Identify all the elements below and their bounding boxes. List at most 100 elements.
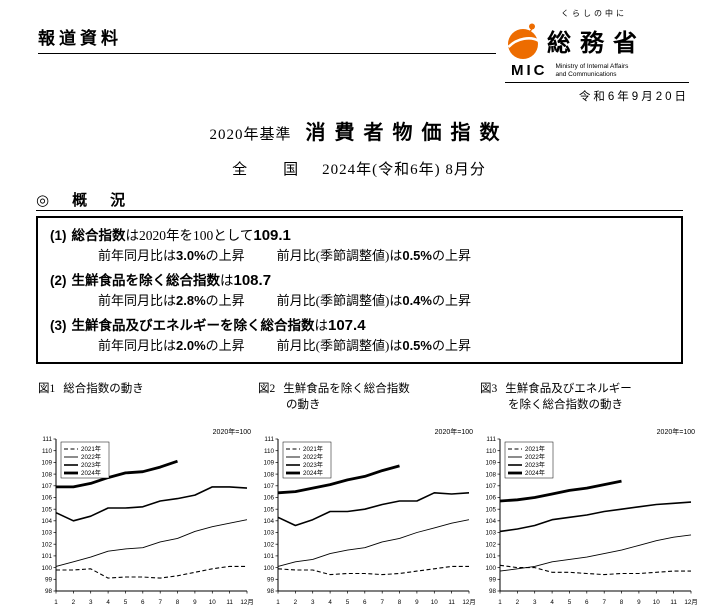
svg-text:107: 107 [263,483,274,490]
svg-text:3: 3 [533,599,537,606]
svg-text:9: 9 [193,599,197,606]
svg-text:100: 100 [41,565,52,572]
svg-text:2020年=100: 2020年=100 [213,427,251,436]
figure2-caption: 図2 生鮮食品を除く総合指数 の動き [258,382,473,413]
svg-text:105: 105 [263,506,274,513]
svg-text:5: 5 [346,599,350,606]
svg-text:5: 5 [568,599,572,606]
index-value: 109.1 [253,227,291,244]
ministry-name: 総務省 [547,29,646,57]
title-main: 消費者物価指数 [305,122,509,144]
svg-text:3: 3 [89,599,93,606]
svg-text:99: 99 [489,577,497,584]
svg-text:8: 8 [176,599,180,606]
svg-text:111: 111 [264,436,274,443]
figure1-chart: 2020年=100 98 99 100 101 102 103 104 105 106 107 108… [32,424,254,608]
mom-suffix: の上昇 [431,337,471,353]
header-divider [38,53,496,54]
svg-text:6: 6 [141,599,145,606]
svg-text:11: 11 [226,599,233,606]
release-date: 令和6年9月20日 [578,91,689,103]
mom-suffix: の上昇 [431,293,471,309]
svg-text:110: 110 [264,448,275,455]
figure-title: 生鮮食品を除く総合指数 [283,383,410,395]
mic-logo-block: くらしの中に 総務省 MIC Ministry of Internal Affa… [505,8,689,104]
mic-acronym: MIC [511,62,548,79]
mic-tagline: くらしの中に [561,9,627,18]
svg-text:2020年=100: 2020年=100 [657,427,695,436]
mom-value: 0.4% [402,293,432,309]
svg-text:5: 5 [124,599,128,606]
yoy-value: 2.0% [176,337,206,353]
svg-text:2022年: 2022年 [303,453,323,461]
mom-value: 0.5% [402,337,432,353]
item-number: (1) [50,228,67,243]
figure1-caption: 図1 総合指数の動き [38,382,253,398]
index-value: 108.7 [233,271,272,289]
yoy-prefix: 前年同月比は [98,337,177,353]
index-value: 107.4 [328,316,366,334]
svg-text:2021年: 2021年 [81,445,101,453]
svg-text:9: 9 [637,599,641,606]
ministry-logo-row: 総務省 [505,20,689,60]
svg-text:101: 101 [485,553,496,560]
svg-text:111: 111 [486,436,496,443]
figure3-chart: 2020年=100 98 99 100 101 102 103 104 105 106 107 108… [476,424,698,608]
mom-prefix: 前月比(季節調整値)は [276,293,403,309]
overview-heading: ◎ 概 況 [36,192,130,209]
svg-text:2: 2 [72,599,76,606]
item-number: (3) [50,317,67,333]
svg-text:107: 107 [485,483,496,490]
svg-text:4: 4 [550,599,554,606]
svg-text:98: 98 [267,588,275,595]
svg-text:101: 101 [263,553,274,560]
svg-text:103: 103 [485,530,496,537]
index-mid-text: は [220,272,234,288]
overview-underline [36,210,683,211]
svg-text:103: 103 [41,530,52,537]
svg-text:104: 104 [41,518,52,525]
svg-text:107: 107 [41,483,52,490]
mic-row: MIC Ministry of Internal Affairs and Com… [511,62,689,79]
svg-text:12月: 12月 [240,598,253,606]
page-title: 2020年基準 消費者物価指数 [0,116,718,145]
svg-text:111: 111 [42,436,52,443]
mom-prefix: 前月比(季節調整値)は [276,337,403,353]
yoy-prefix: 前年同月比は [98,293,177,309]
yoy-value: 2.8% [176,293,206,309]
scope-line: 全 国 2024年(令和6年) 8月分 [0,158,718,179]
svg-text:105: 105 [41,506,52,513]
figure2-chart: 2020年=100 98 99 100 101 102 103 104 105 106 107 108… [254,424,476,608]
figure-title: 生鮮食品及びエネルギー [505,383,632,395]
svg-text:2024年: 2024年 [303,469,323,477]
svg-text:1: 1 [276,599,280,606]
svg-text:2: 2 [294,599,298,606]
svg-text:4: 4 [328,599,332,606]
svg-text:101: 101 [41,553,52,560]
svg-text:105: 105 [485,506,496,513]
svg-text:12月: 12月 [462,598,475,606]
svg-text:2023年: 2023年 [81,461,101,469]
svg-text:7: 7 [602,599,606,606]
svg-text:106: 106 [485,495,496,502]
svg-text:11: 11 [670,599,677,606]
svg-text:106: 106 [41,495,52,502]
mom-suffix: の上昇 [431,248,471,264]
figure-number: 図3 [480,383,498,395]
svg-text:10: 10 [209,599,217,606]
figure-title-line2: を除く総合指数の動き [508,398,623,411]
svg-text:106: 106 [263,495,274,502]
svg-text:109: 109 [485,460,496,467]
svg-text:102: 102 [263,541,274,548]
svg-text:12月: 12月 [684,598,697,606]
svg-text:108: 108 [263,471,274,478]
title-basis: 2020年基準 [209,127,292,143]
svg-text:108: 108 [41,471,52,478]
doc-type-label: 報道資料 [38,29,122,48]
figure3-caption: 図3 生鮮食品及びエネルギー を除く総合指数の動き [480,382,695,413]
index-label: 総合指数 [71,228,126,243]
svg-text:2022年: 2022年 [81,453,101,461]
svg-text:104: 104 [263,518,274,525]
svg-text:2024年: 2024年 [525,469,545,477]
